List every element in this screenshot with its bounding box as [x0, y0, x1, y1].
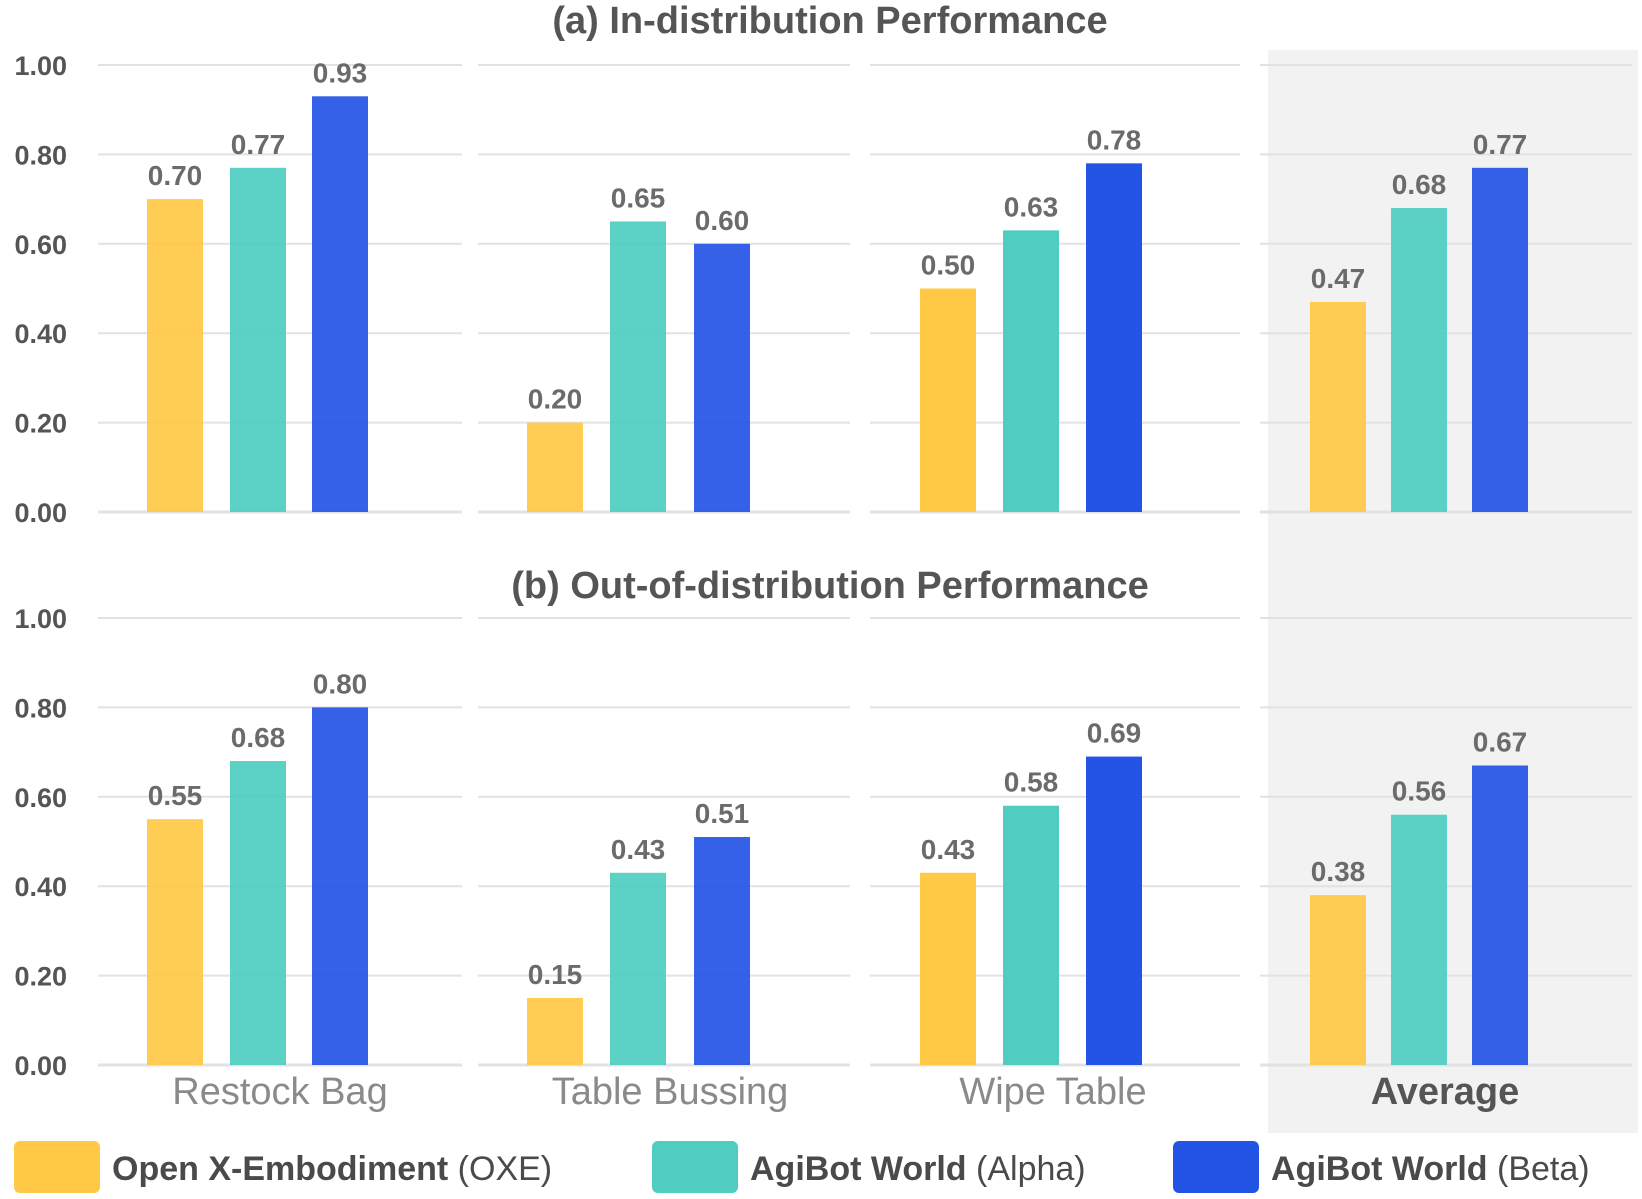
- y-tick-a-0_00: 0.00: [14, 498, 67, 528]
- bar-b-restock-bag-beta: [312, 707, 368, 1065]
- value-label-b-wipe-table-oxe: 0.43: [921, 834, 976, 865]
- value-label-a-restock-bag-beta: 0.93: [313, 57, 368, 88]
- legend-swatch-alpha: [652, 1141, 738, 1193]
- value-label-b-restock-bag-oxe: 0.55: [148, 780, 203, 811]
- value-label-b-restock-bag-beta: 0.80: [313, 668, 368, 699]
- value-label-b-table-bussing-oxe: 0.15: [528, 959, 583, 990]
- value-label-b-average-beta: 0.67: [1473, 727, 1528, 758]
- value-label-a-wipe-table-beta: 0.78: [1087, 124, 1142, 155]
- chart-title-b: (b) Out-of-distribution Performance: [511, 565, 1149, 607]
- value-label-a-table-bussing-beta: 0.60: [695, 205, 750, 236]
- legend-label-oxe: Open X-Embodiment (OXE): [112, 1150, 552, 1188]
- y-tick-a-0_80: 0.80: [14, 140, 67, 170]
- y-tick-b-0_00: 0.00: [14, 1051, 67, 1081]
- x-label-table-bussing: Table Bussing: [552, 1071, 789, 1113]
- x-label-restock-bag: Restock Bag: [172, 1071, 387, 1113]
- value-label-a-table-bussing-alpha: 0.65: [611, 182, 666, 213]
- y-tick-b-0_80: 0.80: [14, 693, 67, 723]
- value-label-b-average-oxe: 0.38: [1311, 856, 1366, 887]
- y-tick-b-1_00: 1.00: [14, 604, 67, 634]
- value-label-a-average-alpha: 0.68: [1392, 169, 1447, 200]
- bar-a-average-beta: [1472, 167, 1528, 512]
- y-axis-ticks: 0.00 0.20 0.40 0.60 0.80 1.00 0.00 0.20 0.40 0.60…: [14, 51, 67, 1081]
- y-tick-b-0_20: 0.20: [14, 962, 67, 992]
- legend-swatch-beta: [1173, 1141, 1259, 1193]
- bar-b-wipe-table-oxe: [920, 872, 976, 1065]
- bar-b-average-alpha: [1391, 814, 1447, 1065]
- bar-a-wipe-table-alpha: [1003, 230, 1059, 512]
- value-label-b-wipe-table-beta: 0.69: [1087, 718, 1142, 749]
- y-tick-b-0_40: 0.40: [14, 872, 67, 902]
- x-label-average: Average: [1371, 1071, 1520, 1113]
- bar-a-average-oxe: [1310, 301, 1366, 512]
- value-label-b-wipe-table-alpha: 0.58: [1004, 767, 1059, 798]
- chart-texts: (a) In-distribution Performance (b) Out-…: [148, 0, 1528, 990]
- bars: [147, 96, 1528, 1065]
- legend: Open X-Embodiment (OXE) AgiBot World (Al…: [14, 1141, 1590, 1193]
- bar-a-restock-bag-alpha: [230, 167, 286, 512]
- value-label-a-restock-bag-oxe: 0.70: [148, 160, 203, 191]
- value-label-a-table-bussing-oxe: 0.20: [528, 384, 583, 415]
- bar-b-wipe-table-beta: [1086, 756, 1142, 1065]
- bar-a-table-bussing-oxe: [527, 422, 583, 512]
- x-axis-labels: Restock Bag Table Bussing Wipe Table Ave…: [172, 1071, 1519, 1113]
- bar-a-wipe-table-beta: [1086, 163, 1142, 512]
- bar-b-average-oxe: [1310, 895, 1366, 1065]
- bar-b-restock-bag-alpha: [230, 761, 286, 1065]
- bar-a-restock-bag-beta: [312, 96, 368, 512]
- y-tick-a-0_40: 0.40: [14, 319, 67, 349]
- legend-label-alpha: AgiBot World (Alpha): [750, 1150, 1086, 1188]
- bar-b-table-bussing-beta: [694, 837, 750, 1065]
- legend-swatch-oxe: [14, 1141, 100, 1193]
- bar-a-table-bussing-alpha: [610, 221, 666, 512]
- y-tick-b-0_60: 0.60: [14, 783, 67, 813]
- value-label-a-restock-bag-alpha: 0.77: [231, 129, 286, 160]
- bar-b-restock-bag-oxe: [147, 819, 203, 1065]
- value-label-b-restock-bag-alpha: 0.68: [231, 722, 286, 753]
- bar-b-average-beta: [1472, 765, 1528, 1065]
- value-label-a-average-beta: 0.77: [1473, 129, 1528, 160]
- bar-a-average-alpha: [1391, 208, 1447, 513]
- bar-b-table-bussing-alpha: [610, 872, 666, 1065]
- chart-title-a: (a) In-distribution Performance: [552, 0, 1107, 42]
- bar-b-table-bussing-oxe: [527, 997, 583, 1065]
- bar-b-wipe-table-alpha: [1003, 805, 1059, 1065]
- value-label-b-table-bussing-alpha: 0.43: [611, 834, 666, 865]
- value-label-a-wipe-table-oxe: 0.50: [921, 250, 976, 281]
- y-tick-a-0_60: 0.60: [14, 230, 67, 260]
- legend-label-beta: AgiBot World (Beta): [1271, 1150, 1590, 1188]
- bar-a-wipe-table-oxe: [920, 288, 976, 512]
- value-label-b-table-bussing-beta: 0.51: [695, 798, 750, 829]
- bar-a-table-bussing-beta: [694, 243, 750, 513]
- x-label-wipe-table: Wipe Table: [959, 1071, 1146, 1113]
- y-tick-a-0_20: 0.20: [14, 409, 67, 439]
- value-label-b-average-alpha: 0.56: [1392, 776, 1447, 807]
- value-label-a-wipe-table-alpha: 0.63: [1004, 191, 1059, 222]
- value-label-a-average-oxe: 0.47: [1311, 263, 1366, 294]
- bar-a-restock-bag-oxe: [147, 199, 203, 512]
- y-tick-a-1_00: 1.00: [14, 51, 67, 81]
